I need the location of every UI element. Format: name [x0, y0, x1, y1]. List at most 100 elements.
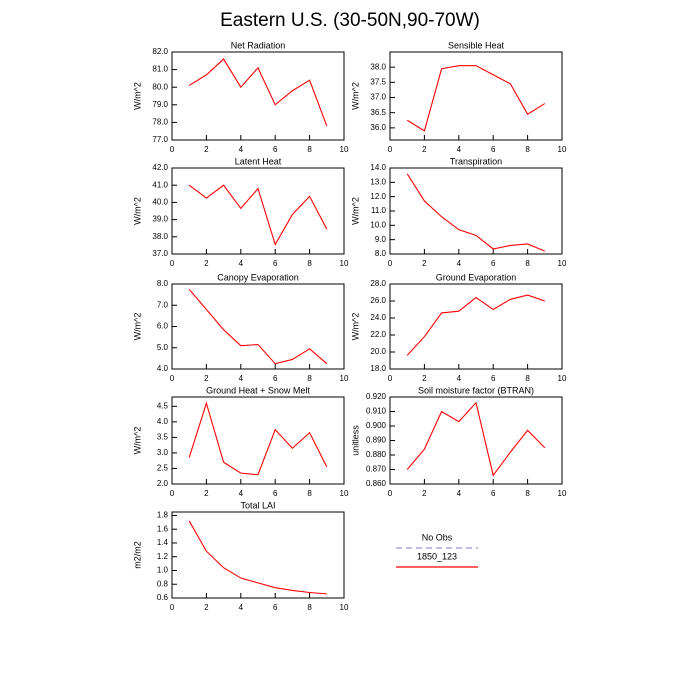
x-tick-label: 2	[204, 259, 209, 268]
panel-title: Latent Heat	[235, 156, 282, 166]
x-tick-label: 8	[525, 145, 530, 154]
x-tick-label: 4	[239, 145, 244, 154]
y-tick-label: 3.0	[157, 448, 169, 457]
x-tick-label: 8	[307, 374, 312, 383]
y-tick-label: 18.0	[370, 364, 386, 373]
y-tick-label: 7.0	[157, 300, 169, 309]
x-tick-label: 10	[558, 374, 567, 383]
y-axis-label: W/m^2	[350, 313, 360, 341]
plot-frame	[171, 511, 345, 599]
x-tick-label: 2	[204, 374, 209, 383]
y-tick-label: 37.0	[370, 93, 386, 102]
x-tick-label: 6	[273, 603, 278, 612]
panel-title: Transpiration	[450, 156, 502, 166]
x-tick-label: 2	[422, 489, 427, 498]
y-tick-label: 80.0	[152, 82, 168, 91]
data-line	[188, 288, 328, 365]
data-line	[406, 401, 546, 477]
y-tick-label: 78.0	[152, 118, 168, 127]
x-tick-label: 8	[525, 489, 530, 498]
x-tick-label: 4	[239, 489, 244, 498]
y-tick-label: 5.0	[157, 343, 169, 352]
y-tick-label: 77.0	[152, 135, 168, 144]
y-axis-label: W/m^2	[132, 82, 142, 110]
x-tick-label: 0	[388, 374, 393, 383]
y-axis-label: W/m^2	[132, 197, 142, 225]
x-tick-label: 4	[457, 374, 462, 383]
y-tick-label: 9.0	[375, 235, 387, 244]
x-tick-label: 2	[422, 259, 427, 268]
x-tick-label: 10	[558, 259, 567, 268]
y-tick-label: 6.0	[157, 322, 169, 331]
y-tick-label: 37.0	[152, 249, 168, 258]
y-tick-label: 82.0	[152, 47, 168, 56]
x-tick-label: 2	[204, 489, 209, 498]
data-line	[188, 520, 327, 595]
y-tick-label: 0.860	[366, 479, 387, 488]
y-tick-label: 1.0	[157, 566, 169, 575]
y-tick-label: 8.0	[375, 249, 387, 258]
x-tick-label: 6	[273, 489, 278, 498]
plot-frame	[171, 51, 345, 141]
y-tick-label: 0.890	[366, 436, 387, 445]
x-tick-label: 4	[457, 259, 462, 268]
y-tick-label: 4.5	[157, 401, 169, 410]
x-tick-label: 10	[340, 489, 349, 498]
y-axis-label: unitless	[350, 425, 360, 456]
y-tick-label: 1.8	[157, 511, 169, 520]
y-tick-label: 1.6	[157, 524, 169, 533]
panel-title: Sensible Heat	[448, 40, 505, 50]
y-axis-label: W/m^2	[350, 197, 360, 225]
x-tick-label: 0	[388, 489, 393, 498]
legend-label: 1850_123	[417, 551, 457, 561]
x-tick-label: 0	[388, 145, 393, 154]
y-tick-label: 0.6	[157, 593, 169, 602]
x-tick-label: 2	[204, 603, 209, 612]
legend-label: No Obs	[422, 532, 453, 542]
y-tick-label: 0.900	[366, 421, 387, 430]
y-tick-label: 36.0	[370, 123, 386, 132]
x-tick-label: 6	[491, 259, 496, 268]
x-tick-label: 4	[239, 374, 244, 383]
y-tick-label: 38.0	[152, 232, 168, 241]
x-tick-label: 10	[558, 489, 567, 498]
x-tick-label: 8	[525, 259, 530, 268]
x-tick-label: 4	[457, 145, 462, 154]
x-tick-label: 4	[239, 603, 244, 612]
x-tick-label: 0	[170, 145, 175, 154]
x-tick-label: 10	[340, 374, 349, 383]
x-tick-label: 10	[558, 145, 567, 154]
y-tick-label: 2.5	[157, 464, 169, 473]
y-tick-label: 37.5	[370, 77, 386, 86]
x-tick-label: 6	[491, 145, 496, 154]
plot-frame	[171, 396, 345, 485]
y-tick-label: 13.0	[370, 177, 386, 186]
data-line	[406, 65, 546, 132]
y-tick-label: 39.0	[152, 215, 168, 224]
figure-title: Eastern U.S. (30-50N,90-70W)	[220, 10, 480, 31]
y-tick-label: 12.0	[370, 192, 386, 201]
y-tick-label: 4.0	[157, 417, 169, 426]
panel-title: Ground Heat + Snow Melt	[206, 385, 310, 395]
panel-title: Canopy Evaporation	[217, 272, 299, 282]
x-tick-label: 2	[422, 374, 427, 383]
panel-title: Net Radiation	[231, 40, 286, 50]
x-tick-label: 10	[340, 145, 349, 154]
panel-title: Soil moisture factor (BTRAN)	[418, 385, 534, 395]
x-tick-label: 6	[273, 259, 278, 268]
y-tick-label: 42.0	[152, 163, 168, 172]
y-tick-label: 0.880	[366, 450, 387, 459]
y-tick-label: 0.8	[157, 579, 169, 588]
y-tick-label: 79.0	[152, 100, 168, 109]
panel-title: Total LAI	[240, 500, 275, 510]
x-tick-label: 6	[273, 374, 278, 383]
x-tick-label: 10	[340, 259, 349, 268]
y-tick-label: 1.4	[157, 538, 169, 547]
x-tick-label: 0	[170, 374, 175, 383]
y-axis-label: W/m^2	[132, 427, 142, 455]
plot-frame	[389, 396, 563, 485]
data-line	[188, 401, 328, 476]
x-tick-label: 6	[491, 374, 496, 383]
y-tick-label: 14.0	[370, 163, 386, 172]
